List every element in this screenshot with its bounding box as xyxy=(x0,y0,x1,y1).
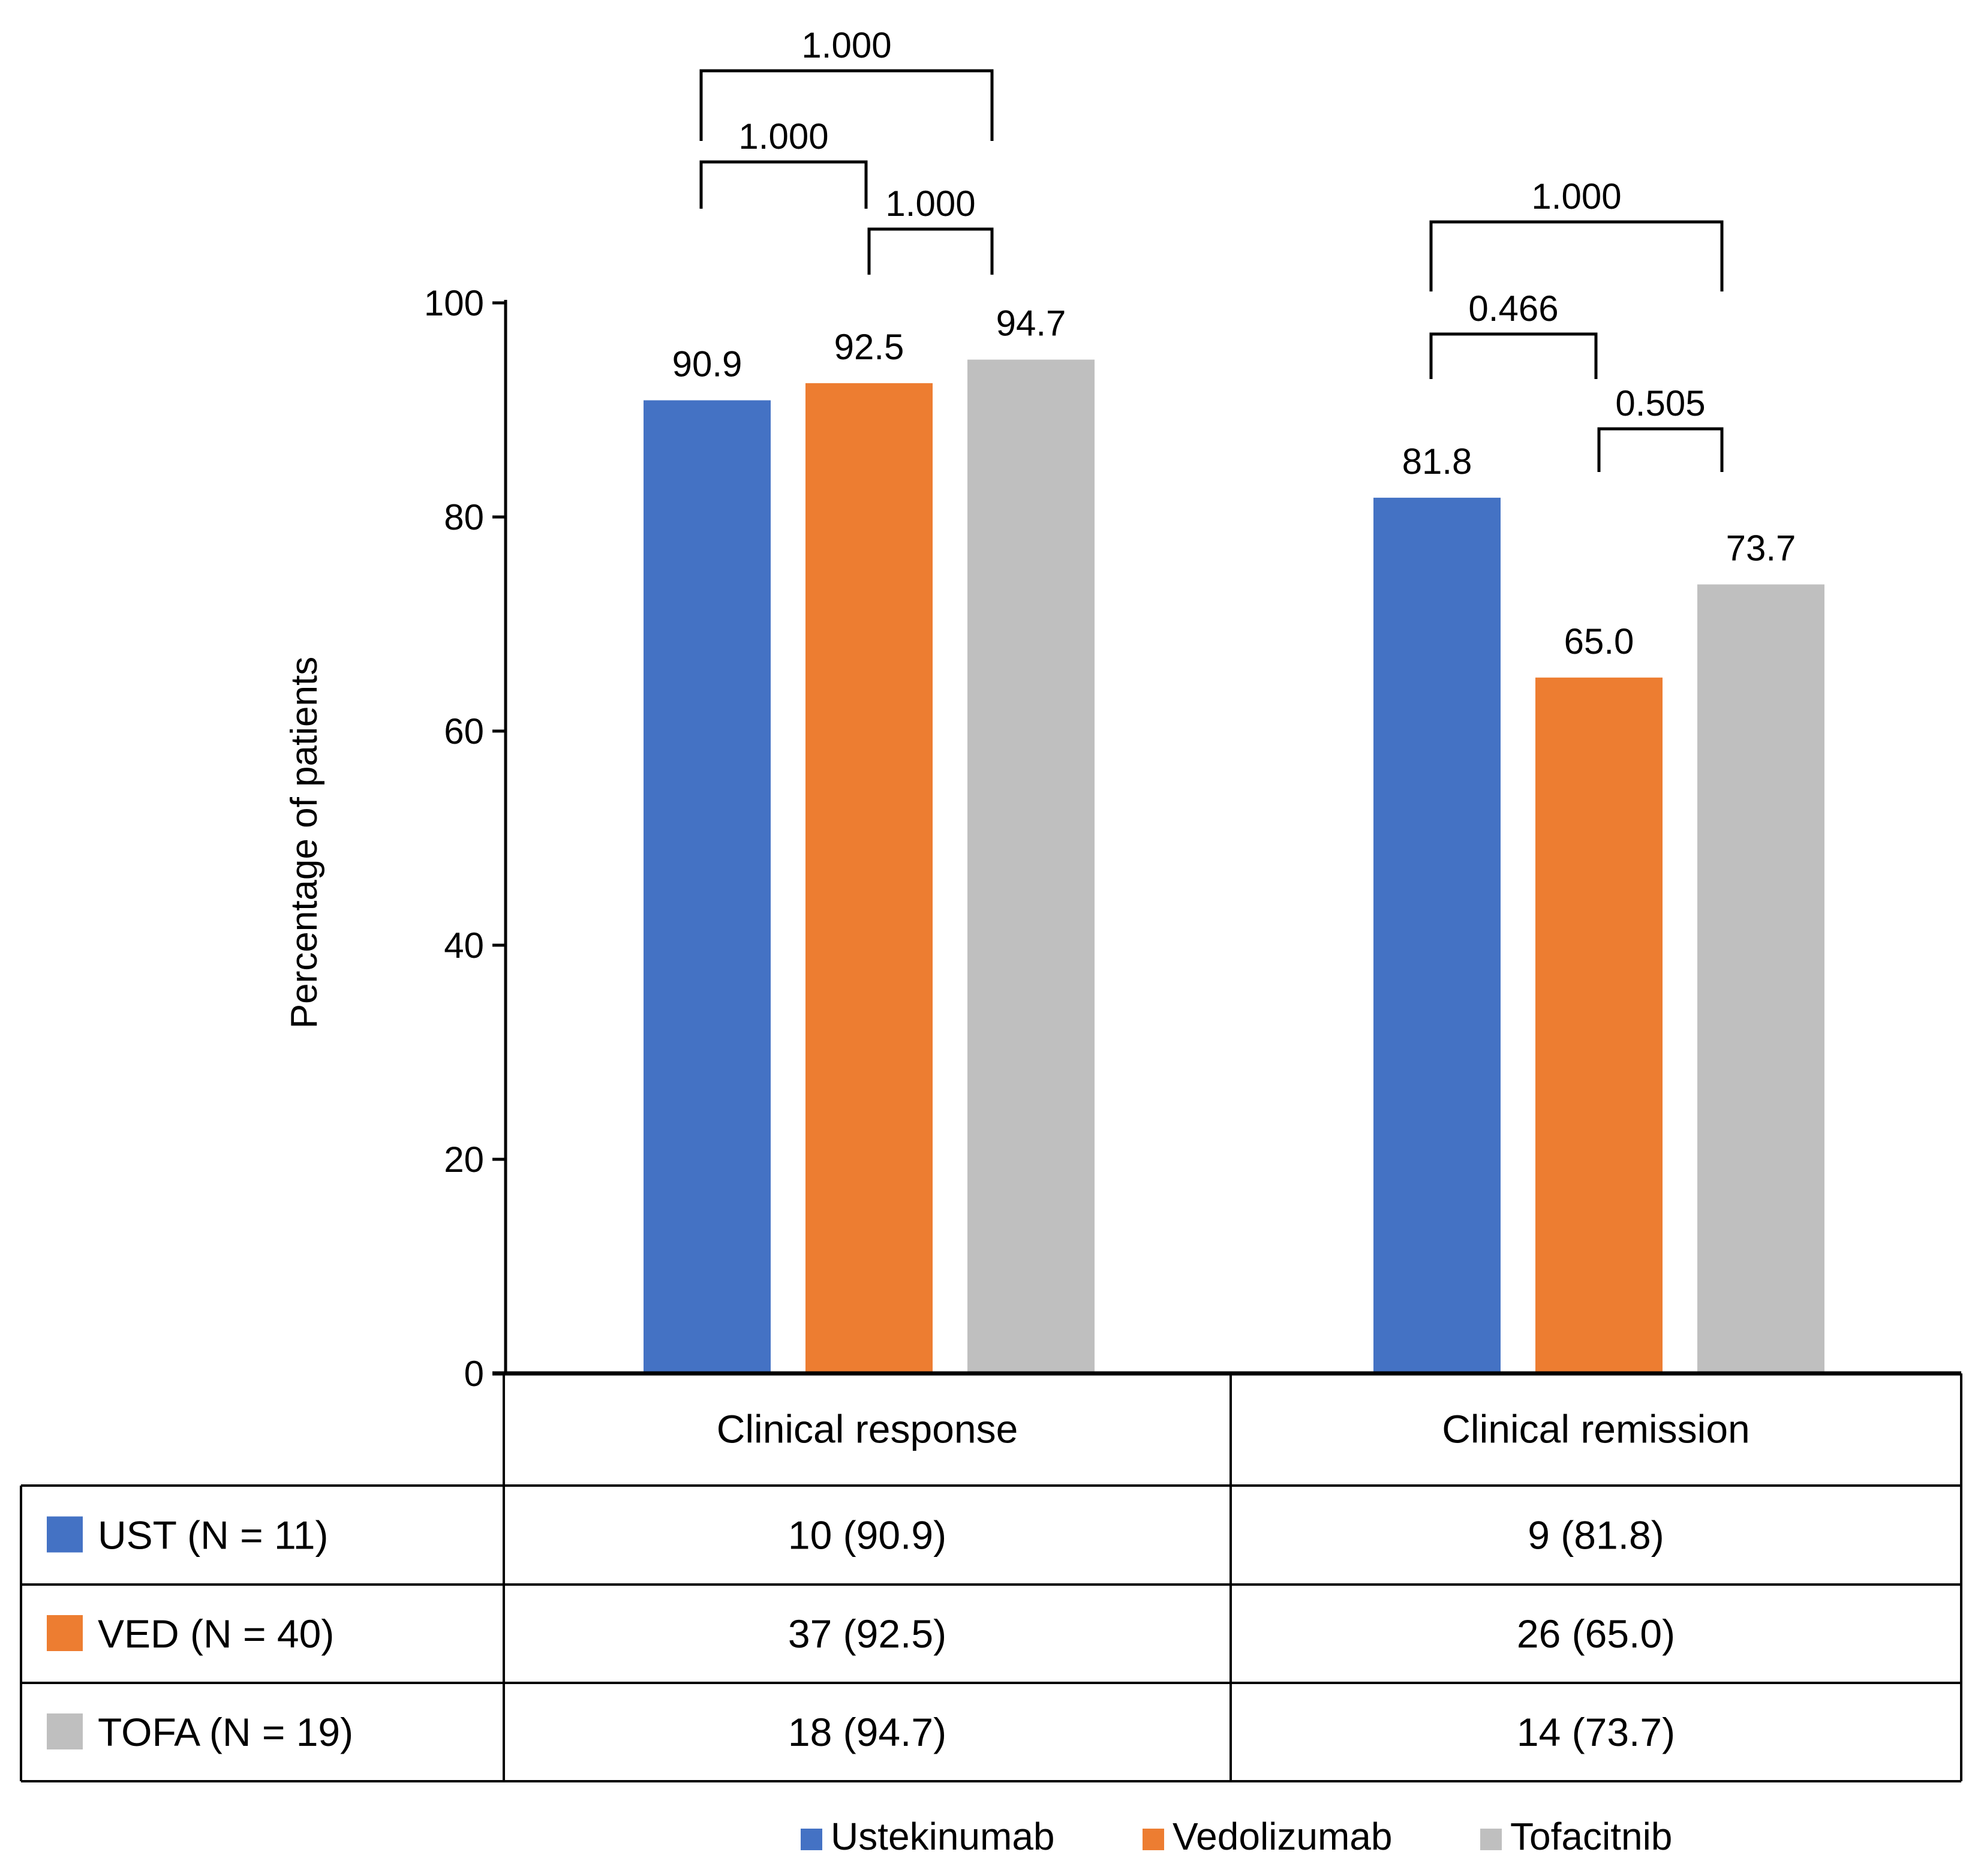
bar-ustekinumab-1 xyxy=(1373,497,1501,1373)
comparison-bracket xyxy=(1429,332,1598,379)
category-label: Clinical response xyxy=(717,1407,1018,1451)
legend-swatch xyxy=(801,1829,822,1850)
y-tick-label: 40 xyxy=(444,925,484,966)
table-cell: 37 (92.5) xyxy=(788,1612,946,1656)
comparison-bracket xyxy=(1429,220,1724,291)
legend-swatch xyxy=(1480,1829,1502,1850)
data-label: 92.5 xyxy=(834,327,904,367)
legend-label: Tofacitnib xyxy=(1510,1815,1672,1858)
legend-label: Vedolizumab xyxy=(1173,1815,1392,1858)
p-value-label: 0.505 xyxy=(1615,383,1705,423)
legend: Ustekinumab Vedolizumab Tofacitnib xyxy=(801,1815,1672,1858)
table-cell: 26 (65.0) xyxy=(1517,1612,1675,1656)
data-label: 90.9 xyxy=(672,344,742,384)
row-label: TOFA (N = 19) xyxy=(98,1710,353,1754)
table-cell: 10 (90.9) xyxy=(788,1513,946,1558)
row-swatch xyxy=(47,1516,83,1553)
bar-vedolizumab-1 xyxy=(1535,677,1663,1373)
table-cell: 18 (94.7) xyxy=(788,1710,946,1754)
p-value-label: 1.000 xyxy=(801,25,891,65)
bar-ustekinumab-0 xyxy=(644,400,771,1373)
p-value-label: 1.000 xyxy=(738,116,828,157)
data-label: 94.7 xyxy=(996,303,1066,344)
data-label: 81.8 xyxy=(1402,441,1472,482)
y-tick-label: 0 xyxy=(464,1354,484,1394)
category-label: Clinical remission xyxy=(1442,1407,1749,1451)
p-value-label: 0.466 xyxy=(1468,288,1558,329)
y-tick-label: 100 xyxy=(424,283,484,323)
y-tick-label: 80 xyxy=(444,497,484,537)
data-label: 65.0 xyxy=(1564,621,1634,662)
comparison-bracket xyxy=(699,69,994,141)
row-swatch xyxy=(47,1615,83,1651)
row-swatch xyxy=(47,1713,83,1749)
y-tick-label: 60 xyxy=(444,711,484,751)
y-axis: Percentage of patients 0 20 40 60 80 100 xyxy=(284,283,1961,1394)
bar-tofacitnib-1 xyxy=(1697,584,1824,1373)
data-table: Clinical response Clinical remission UST (… xyxy=(20,1373,1962,1782)
bar-tofacitnib-0 xyxy=(967,359,1095,1373)
y-tick-label: 20 xyxy=(444,1140,484,1180)
comparison-bracket xyxy=(867,227,994,275)
p-value-label: 1.000 xyxy=(885,184,975,224)
comparison-bracket xyxy=(1597,427,1724,472)
table-cell: 14 (73.7) xyxy=(1517,1710,1675,1754)
legend-label: Ustekinumab xyxy=(831,1815,1055,1858)
bars: 90.9 81.8 92.5 65.0 94.7 73.7 xyxy=(644,303,1824,1373)
significance-brackets: 1.000 1.000 1.000 0.466 0.505 1.000 xyxy=(699,25,1724,472)
row-label: UST (N = 11) xyxy=(98,1513,329,1558)
p-value-label: 1.000 xyxy=(1531,176,1621,217)
table-cell: 9 (81.8) xyxy=(1528,1513,1664,1558)
row-label: VED (N = 40) xyxy=(98,1612,334,1656)
data-label: 73.7 xyxy=(1726,528,1796,568)
bar-vedolizumab-0 xyxy=(805,383,933,1373)
comparison-bracket xyxy=(699,160,868,209)
y-axis-label: Percentage of patients xyxy=(284,657,325,1029)
legend-swatch xyxy=(1143,1829,1164,1850)
